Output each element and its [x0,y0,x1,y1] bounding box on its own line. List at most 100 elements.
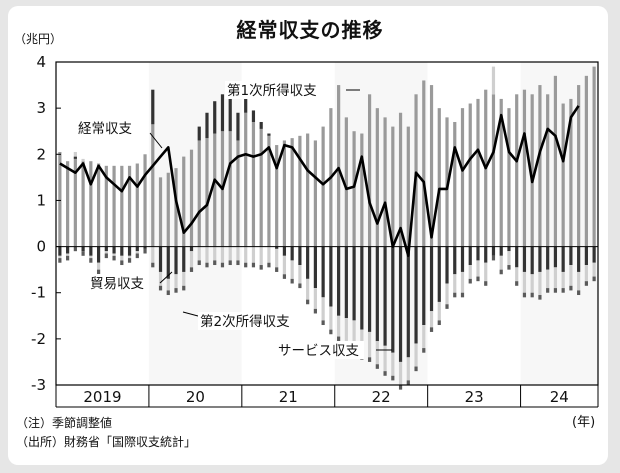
bar-primary-income [282,140,287,247]
bar-secondary-income [398,385,403,390]
bar-services [197,246,201,261]
bar-primary-income [298,135,302,247]
bar-trade [445,246,449,284]
bar-trade [104,246,108,252]
bar-primary-income [507,108,511,247]
bar-services [166,278,170,291]
annotation-leader [182,311,199,317]
y-tick-label: -3 [31,376,46,394]
bar-trade [143,246,147,249]
bar-trade [275,246,279,249]
bar-trade [135,246,139,252]
annotation-label: 貿易収支 [90,276,144,292]
bar-trade [166,246,170,279]
bar-services [460,271,465,293]
y-tick-label: -2 [31,330,46,348]
bar-secondary-income [499,269,503,275]
bar-secondary-income [251,262,256,268]
x-label-21: 21 [279,388,298,406]
bar-secondary-income [329,329,333,335]
bar-services [306,278,310,300]
bar-primary-income [267,135,271,247]
bar-secondary-income [182,285,186,291]
bar-trade [569,246,573,266]
bar-primary-income [189,149,194,247]
annotation-leader [149,132,163,149]
bar-trade [220,94,225,132]
bar-secondary-income [491,255,496,261]
bar-primary-income [584,75,588,247]
bar-primary-income [73,158,77,247]
bar-trade [120,246,124,256]
bar-services [546,269,550,289]
bar-secondary-income [282,274,287,279]
bar-services [66,253,70,256]
bar-services [89,255,93,259]
bar-primary-income [174,168,178,247]
bar-primary-income [391,126,395,247]
x-unit-label: (年) [572,415,595,430]
bar-services [337,315,341,337]
bar-trade [592,246,596,263]
bar-primary-income [460,108,465,247]
bar-primary-income [437,108,441,247]
bar-trade [584,246,588,266]
bar-services [58,255,62,259]
bar-primary-income [66,161,70,247]
bar-secondary-income [143,248,147,254]
bar-services [499,255,503,270]
bar-services [569,265,573,286]
year-band-22 [334,62,428,385]
bar-services [104,251,108,254]
bar-primary-income [182,156,186,247]
bar-secondary-income [166,290,170,296]
bar-services [530,274,534,293]
x-label-24: 24 [550,388,569,406]
bar-services [205,246,209,263]
bar-services [290,260,294,279]
bar-secondary-income [367,357,372,362]
bar-trade [251,110,256,122]
bar-trade [298,246,302,266]
bar-primary-income [135,163,139,247]
y-unit-label: （兆円） [14,32,63,46]
bar-primary-income [213,133,217,247]
bar-trade [290,246,294,261]
bar-trade [352,246,356,321]
bar-primary-income [375,108,379,247]
bar-trade [422,246,426,326]
bar-secondary-income [236,260,240,266]
bar-trade [391,246,395,353]
bar-trade [367,246,372,332]
bar-secondary-income [220,262,225,268]
x-label-20: 20 [186,388,205,406]
bar-services [367,331,372,358]
bar-secondary-income [530,292,534,298]
bar-primary-income [89,161,93,247]
bar-primary-income [414,94,418,247]
annotation-label: 第1次所得収支 [227,82,317,99]
bar-services [96,262,101,270]
bar-primary-income [244,112,248,247]
bar-secondary-income [174,288,178,293]
bar-primary-income [96,163,101,247]
bar-secondary-income [507,265,511,270]
bar-services [120,255,124,261]
bar-trade [244,91,248,113]
x-label-23: 23 [465,388,484,406]
bar-trade [553,246,558,268]
bar-primary-income [491,94,496,247]
bar-secondary-income [81,251,85,256]
bar-secondary-income [96,269,101,275]
bar-services [484,262,488,282]
bar-services [507,251,511,266]
current-account-line-layer [59,105,580,258]
plot-frame [55,61,599,408]
bar-secondary-income [484,281,488,286]
y-tick-label: 3 [36,99,46,117]
bar-services [422,325,426,349]
bar-secondary-income [515,281,519,286]
bar-trade [205,112,209,139]
bar-primary-income [313,140,317,247]
